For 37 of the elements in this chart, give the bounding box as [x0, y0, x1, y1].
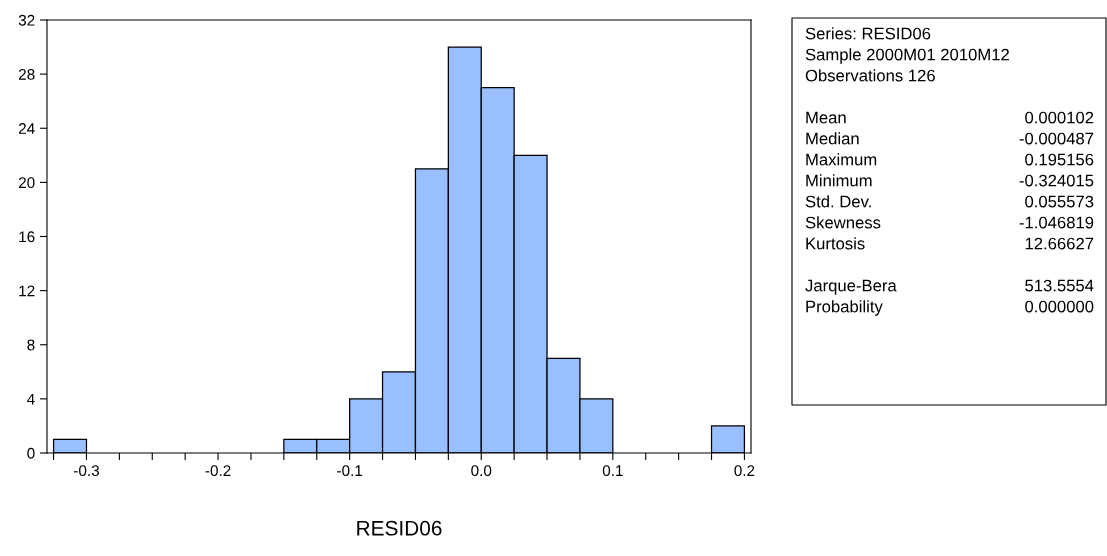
text: 513.5554 [1025, 279, 1094, 292]
text: 0.000000 [1025, 300, 1094, 313]
text: Skewness [805, 216, 881, 229]
y-tick-label: 8 [27, 339, 35, 351]
text: Minimum [806, 174, 872, 187]
x-tick-label: -0.1 [337, 465, 363, 477]
x-tick-label: -0.2 [205, 465, 231, 477]
x-tick-label: 0.2 [734, 465, 755, 477]
text: 0.000102 [1025, 111, 1094, 124]
y-tick-label: 16 [19, 231, 35, 243]
y-tick-label: 12 [19, 285, 35, 297]
y-tick-label: 24 [18, 123, 35, 134]
text: -1.046819 [1019, 216, 1094, 229]
text: Series: RESID06 [805, 27, 931, 40]
text: 12.66627 [1025, 237, 1094, 250]
y-tick-label: 0 [27, 447, 35, 459]
x-axis-title: RESID06 [357, 520, 442, 536]
text: Observations 126 [805, 69, 935, 82]
x-tick-label: -0.3 [73, 465, 99, 477]
x-tick-label: 0.1 [602, 465, 623, 477]
text: Jarque-Bera [805, 279, 897, 295]
y-tick-label: 28 [18, 68, 35, 80]
text: -0.000487 [1019, 132, 1094, 145]
text: Maximum [806, 153, 877, 166]
y-tick-label: 4 [27, 393, 35, 405]
y-tick-label: 20 [18, 177, 35, 189]
text: 0.195156 [1025, 153, 1094, 166]
text: Kurtosis [806, 237, 865, 250]
y-tick-label: 32 [18, 14, 35, 26]
text: Std. Dev. [805, 195, 871, 208]
x-tick-label: 0.0 [471, 465, 492, 477]
text: -0.324015 [1019, 174, 1094, 187]
text: Sample 2000M01 2010M12 [805, 48, 1009, 64]
text: Median [806, 132, 859, 145]
text: Mean [806, 111, 846, 124]
text: Probability [806, 300, 883, 316]
text: 0.055573 [1025, 195, 1094, 208]
